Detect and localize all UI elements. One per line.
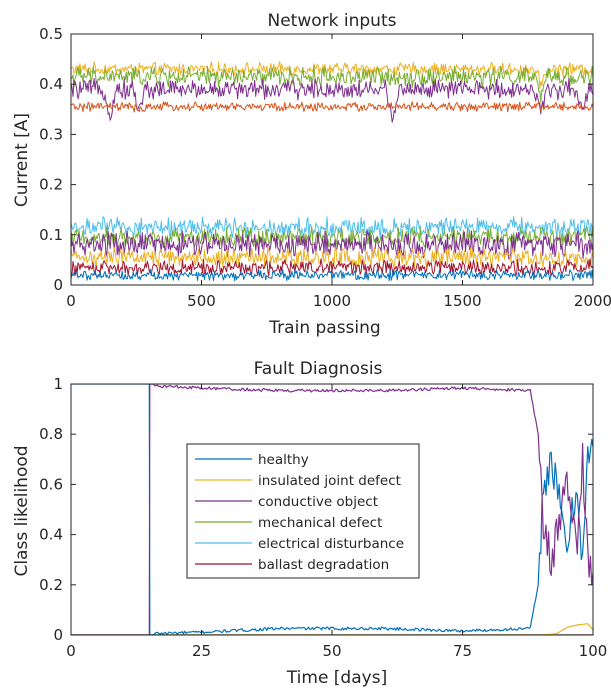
series-line — [71, 258, 593, 277]
y-tick-label: 1 — [53, 375, 63, 393]
y-tick-label: 0 — [53, 276, 63, 294]
y-tick-label: 0.6 — [39, 475, 63, 493]
y-axis: 0 0.2 0.4 0.6 0.8 1 — [39, 375, 593, 644]
x-axis-label: Train passing — [268, 318, 380, 338]
y-tick-label: 0.4 — [39, 526, 63, 544]
legend-label: insulated joint defect — [258, 473, 401, 489]
legend-label: mechanical defect — [258, 515, 382, 531]
series-line-healthy — [71, 384, 593, 635]
y-tick-label: 0 — [53, 626, 63, 644]
legend-label: healthy — [258, 452, 309, 468]
series-line-conductive-object — [71, 384, 593, 635]
x-tick-label: 100 — [579, 642, 608, 660]
legend-label: ballast degradation — [258, 557, 389, 573]
y-tick-label: 0.2 — [39, 576, 63, 594]
y-tick-label: 0.4 — [39, 75, 63, 93]
y-tick-label: 0.8 — [39, 425, 63, 443]
series-group — [71, 384, 593, 635]
chart-title: Network inputs — [268, 11, 397, 31]
y-tick-label: 0.1 — [39, 226, 63, 244]
legend: healthy insulated joint defect conductive … — [186, 443, 420, 579]
series-group — [71, 61, 593, 282]
x-tick-label: 75 — [453, 642, 472, 660]
y-axis: 0 0.1 0.2 0.3 0.4 0.5 — [39, 25, 593, 294]
x-tick-label: 1000 — [313, 292, 351, 310]
x-tick-label: 0 — [66, 292, 76, 310]
x-tick-label: 1500 — [443, 292, 481, 310]
series-line — [71, 101, 593, 113]
series-line — [71, 65, 593, 103]
y-tick-label: 0.5 — [39, 25, 63, 43]
x-axis-label: Time [days] — [286, 668, 387, 688]
x-tick-label: 2000 — [574, 292, 611, 310]
chart-network-inputs: Network inputs 0 500 1000 1500 2000 00.10.20… — [12, 11, 611, 338]
chart-fault-diagnosis: Fault Diagnosis 0 25 50 75 100 0 0.2 0.4 0.6 0.8… — [12, 359, 607, 688]
chart-title: Fault Diagnosis — [254, 359, 383, 379]
x-axis: 0 25 50 75 100 — [66, 384, 607, 660]
x-tick-label: 25 — [192, 642, 211, 660]
legend-label: electrical disturbance — [258, 536, 404, 552]
x-axis: 0 500 1000 1500 2000 — [66, 34, 611, 310]
legend-box — [186, 443, 420, 579]
series-line — [71, 77, 593, 123]
x-tick-label: 500 — [187, 292, 216, 310]
y-tick-label: 0.2 — [39, 176, 63, 194]
series-line — [71, 61, 593, 89]
legend-label: conductive object — [258, 494, 378, 510]
x-tick-label: 0 — [66, 642, 76, 660]
x-tick-label: 50 — [322, 642, 341, 660]
series-line — [71, 225, 593, 249]
y-axis-label: Current [A] — [12, 113, 32, 207]
series-line — [71, 216, 593, 239]
y-axis-label: Class likelihood — [12, 445, 32, 576]
y-tick-label: 0.3 — [39, 125, 63, 143]
series-line — [71, 246, 593, 269]
